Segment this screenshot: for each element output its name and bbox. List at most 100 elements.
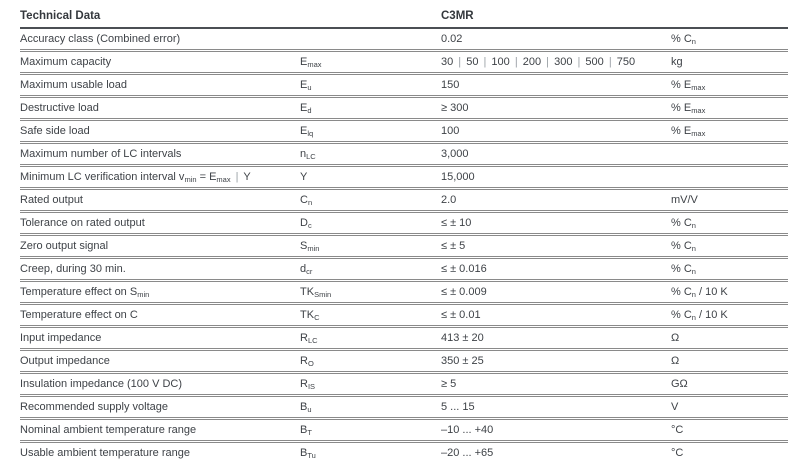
symbol-cell: nLC xyxy=(300,141,441,164)
value-cell: 15,000 xyxy=(441,164,671,187)
symbol-cell: Smin xyxy=(300,233,441,256)
table-row: Safe side load Elq 100 % Emax xyxy=(20,118,788,141)
symbol-cell: RLC xyxy=(300,325,441,348)
value-cell: ≤ ± 0.016 xyxy=(441,256,671,279)
value-cell: 150 xyxy=(441,72,671,95)
table-row: Usable ambient temperature range BTu –20… xyxy=(20,440,788,463)
symbol-cell: Ed xyxy=(300,95,441,118)
unit-cell: % Cn xyxy=(671,233,788,256)
parameter-cell: Creep, during 30 min. xyxy=(20,256,300,279)
table-row: Recommended supply voltage Bu 5 ... 15 V xyxy=(20,394,788,417)
symbol-cell: Bu xyxy=(300,394,441,417)
table-row: Maximum number of LC intervals nLC 3,000 xyxy=(20,141,788,164)
unit-cell xyxy=(671,164,788,187)
table-row: Zero output signal Smin ≤ ± 5 % Cn xyxy=(20,233,788,256)
symbol-cell: Y xyxy=(300,164,441,187)
symbol-cell: BTu xyxy=(300,440,441,463)
parameter-cell: Nominal ambient temperature range xyxy=(20,417,300,440)
technical-data-table: Technical Data C3MR Accuracy class (Comb… xyxy=(20,6,788,463)
model-column-header: C3MR xyxy=(441,6,671,29)
unit-cell: % Cn xyxy=(671,256,788,279)
value-cell: ≤ ± 0.009 xyxy=(441,279,671,302)
value-cell: 30 | 50 | 100 | 200 | 300 | 500 | 750 xyxy=(441,49,671,72)
symbol-cell: RO xyxy=(300,348,441,371)
table-row: Output impedance RO 350 ± 25 Ω xyxy=(20,348,788,371)
parameter-cell: Rated output xyxy=(20,187,300,210)
parameter-cell: Tolerance on rated output xyxy=(20,210,300,233)
unit-cell: % Emax xyxy=(671,95,788,118)
unit-cell: °C xyxy=(671,440,788,463)
parameter-cell: Zero output signal xyxy=(20,233,300,256)
table-body: Accuracy class (Combined error) 0.02 % C… xyxy=(20,29,788,463)
table-row: Creep, during 30 min. dcr ≤ ± 0.016 % Cn xyxy=(20,256,788,279)
table-header-row: Technical Data C3MR xyxy=(20,6,788,29)
parameter-cell: Recommended supply voltage xyxy=(20,394,300,417)
datasheet-page: Technical Data C3MR Accuracy class (Comb… xyxy=(20,6,788,463)
value-cell: –10 ... +40 xyxy=(441,417,671,440)
value-cell: ≤ ± 5 xyxy=(441,233,671,256)
parameter-cell: Temperature effect on Smin xyxy=(20,279,300,302)
unit-cell: °C xyxy=(671,417,788,440)
unit-cell: Ω xyxy=(671,348,788,371)
value-cell: 2.0 xyxy=(441,187,671,210)
value-cell: 5 ... 15 xyxy=(441,394,671,417)
unit-cell: % Emax xyxy=(671,72,788,95)
symbol-cell: Elq xyxy=(300,118,441,141)
symbol-cell: Emax xyxy=(300,49,441,72)
table-row: Temperature effect on C TKC ≤ ± 0.01 % C… xyxy=(20,302,788,325)
unit-cell: % Emax xyxy=(671,118,788,141)
parameter-cell: Destructive load xyxy=(20,95,300,118)
symbol-column-header xyxy=(300,6,441,29)
table-row: Destructive load Ed ≥ 300 % Emax xyxy=(20,95,788,118)
parameter-cell: Output impedance xyxy=(20,348,300,371)
value-cell: 413 ± 20 xyxy=(441,325,671,348)
parameter-cell: Input impedance xyxy=(20,325,300,348)
symbol-cell: Eu xyxy=(300,72,441,95)
table-title: Technical Data xyxy=(20,6,300,29)
parameter-cell: Accuracy class (Combined error) xyxy=(20,33,181,45)
symbol-cell xyxy=(300,29,441,49)
value-cell: 100 xyxy=(441,118,671,141)
value-cell: –20 ... +65 xyxy=(441,440,671,463)
unit-cell: GΩ xyxy=(671,371,788,394)
symbol-cell: dcr xyxy=(300,256,441,279)
parameter-cell: Maximum number of LC intervals xyxy=(20,141,300,164)
unit-cell: V xyxy=(671,394,788,417)
unit-cell: % Cn xyxy=(671,210,788,233)
parameter-cell: Insulation impedance (100 V DC) xyxy=(20,371,300,394)
symbol-cell: BT xyxy=(300,417,441,440)
value-cell: ≤ ± 10 xyxy=(441,210,671,233)
parameter-cell: Temperature effect on C xyxy=(20,302,300,325)
unit-cell: % Cn / 10 K xyxy=(671,302,788,325)
value-cell: ≤ ± 0.01 xyxy=(441,302,671,325)
unit-cell: % Cn xyxy=(671,33,696,46)
parameter-cell: Usable ambient temperature range xyxy=(20,440,300,463)
table-row: Temperature effect on Smin TKSmin ≤ ± 0.… xyxy=(20,279,788,302)
unit-cell: Ω xyxy=(671,325,788,348)
unit-cell: kg xyxy=(671,49,788,72)
table-row: Input impedance RLC 413 ± 20 Ω xyxy=(20,325,788,348)
table-row: Insulation impedance (100 V DC) RIS ≥ 5 … xyxy=(20,371,788,394)
value-cell: 3,000 xyxy=(441,141,671,164)
table-row: Maximum capacity Emax 30 | 50 | 100 | 20… xyxy=(20,49,788,72)
parameter-cell: Maximum capacity xyxy=(20,49,300,72)
value-cell: 350 ± 25 xyxy=(441,348,671,371)
table-row: Rated output Cn 2.0 mV/V xyxy=(20,187,788,210)
table-row: Tolerance on rated output Dc ≤ ± 10 % Cn xyxy=(20,210,788,233)
table-row: Accuracy class (Combined error) 0.02 % C… xyxy=(20,29,788,49)
unit-cell: % Cn / 10 K xyxy=(671,279,788,302)
parameter-cell: Safe side load xyxy=(20,118,300,141)
symbol-cell: TKC xyxy=(300,302,441,325)
parameter-cell: Maximum usable load xyxy=(20,72,300,95)
parameter-cell: Minimum LC verification interval vmin = … xyxy=(20,164,300,187)
table-row: Nominal ambient temperature range BT –10… xyxy=(20,417,788,440)
symbol-cell: Dc xyxy=(300,210,441,233)
table-row: Minimum LC verification interval vmin = … xyxy=(20,164,788,187)
symbol-cell: Cn xyxy=(300,187,441,210)
value-cell: ≥ 5 xyxy=(441,371,671,394)
symbol-cell: RIS xyxy=(300,371,441,394)
value-cell: ≥ 300 xyxy=(441,95,671,118)
symbol-cell: TKSmin xyxy=(300,279,441,302)
table-row: Maximum usable load Eu 150 % Emax xyxy=(20,72,788,95)
unit-cell xyxy=(671,141,788,164)
